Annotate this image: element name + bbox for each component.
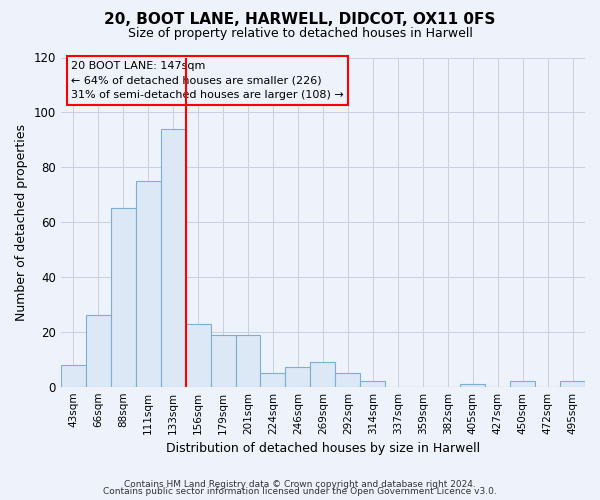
Bar <box>211 334 236 386</box>
Bar <box>111 208 136 386</box>
Bar <box>560 381 585 386</box>
Text: Contains public sector information licensed under the Open Government Licence v3: Contains public sector information licen… <box>103 488 497 496</box>
X-axis label: Distribution of detached houses by size in Harwell: Distribution of detached houses by size … <box>166 442 480 455</box>
Text: 20 BOOT LANE: 147sqm
← 64% of detached houses are smaller (226)
31% of semi-deta: 20 BOOT LANE: 147sqm ← 64% of detached h… <box>71 61 344 100</box>
Bar <box>185 324 211 386</box>
Bar <box>161 129 185 386</box>
Bar <box>460 384 485 386</box>
Text: 20, BOOT LANE, HARWELL, DIDCOT, OX11 0FS: 20, BOOT LANE, HARWELL, DIDCOT, OX11 0FS <box>104 12 496 28</box>
Bar <box>136 181 161 386</box>
Bar <box>510 381 535 386</box>
Bar <box>361 381 385 386</box>
Bar <box>61 364 86 386</box>
Bar <box>236 334 260 386</box>
Y-axis label: Number of detached properties: Number of detached properties <box>15 124 28 320</box>
Bar <box>310 362 335 386</box>
Bar <box>86 316 111 386</box>
Bar <box>335 373 361 386</box>
Bar <box>260 373 286 386</box>
Text: Contains HM Land Registry data © Crown copyright and database right 2024.: Contains HM Land Registry data © Crown c… <box>124 480 476 489</box>
Bar <box>286 368 310 386</box>
Text: Size of property relative to detached houses in Harwell: Size of property relative to detached ho… <box>128 28 472 40</box>
